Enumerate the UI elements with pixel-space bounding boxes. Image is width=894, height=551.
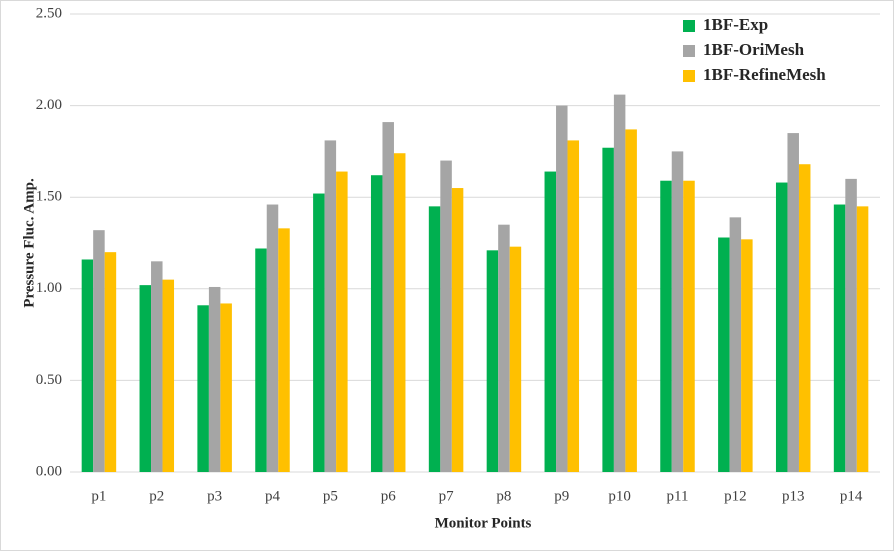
bar bbox=[370, 175, 383, 472]
bar bbox=[104, 252, 117, 472]
x-tick-label: p12 bbox=[724, 488, 747, 504]
bar bbox=[718, 237, 730, 472]
bar bbox=[509, 246, 522, 472]
bar bbox=[729, 217, 742, 472]
bar bbox=[208, 286, 221, 472]
x-tick-label: p14 bbox=[840, 488, 863, 504]
bar bbox=[266, 204, 279, 472]
bar bbox=[81, 259, 94, 472]
y-axis-title: Pressure Fluc. Amp. bbox=[21, 178, 37, 308]
x-tick-label: p3 bbox=[207, 488, 222, 504]
bar bbox=[151, 261, 163, 472]
bar bbox=[197, 305, 209, 472]
bar bbox=[382, 122, 394, 472]
bar bbox=[671, 151, 684, 472]
bar bbox=[845, 178, 857, 472]
bar bbox=[660, 180, 672, 472]
bar bbox=[255, 248, 267, 472]
legend-swatch bbox=[683, 70, 695, 82]
bar bbox=[162, 279, 175, 472]
bar bbox=[602, 147, 614, 472]
x-tick-label: p1 bbox=[91, 488, 106, 504]
bar bbox=[278, 228, 290, 472]
x-tick-label: p9 bbox=[554, 488, 569, 504]
bar bbox=[544, 171, 557, 472]
bar bbox=[798, 164, 811, 472]
legend-label: 1BF-RefineMesh bbox=[703, 65, 826, 84]
y-tick-label: 2.50 bbox=[36, 5, 62, 21]
y-tick-label: 1.50 bbox=[36, 189, 62, 205]
bar bbox=[451, 188, 464, 473]
x-tick-label: p7 bbox=[439, 488, 455, 504]
x-axis-title: Monitor Points bbox=[435, 515, 532, 531]
x-tick-label: p10 bbox=[608, 488, 631, 504]
legend-label: 1BF-Exp bbox=[703, 15, 768, 34]
bar bbox=[93, 230, 105, 472]
bar bbox=[220, 303, 232, 472]
bar bbox=[498, 224, 510, 472]
x-tick-label: p5 bbox=[323, 488, 338, 504]
x-tick-label: p11 bbox=[667, 488, 689, 504]
y-tick-label: 2.00 bbox=[36, 97, 62, 113]
bar bbox=[787, 133, 799, 472]
x-tick-label: p2 bbox=[149, 488, 164, 504]
bar bbox=[856, 206, 869, 473]
legend-swatch bbox=[683, 45, 695, 57]
bar bbox=[567, 140, 580, 472]
bar bbox=[139, 285, 152, 472]
y-tick-label: 0.00 bbox=[36, 463, 62, 479]
bar bbox=[486, 250, 499, 472]
bar bbox=[556, 105, 568, 472]
x-tick-label: p6 bbox=[381, 488, 397, 504]
bar bbox=[324, 140, 337, 472]
bar bbox=[313, 193, 325, 472]
bar bbox=[428, 206, 441, 473]
bar bbox=[833, 204, 846, 472]
y-tick-label: 1.00 bbox=[36, 280, 62, 296]
x-tick-label: p8 bbox=[496, 488, 511, 504]
bar bbox=[741, 239, 753, 472]
legend-swatch bbox=[683, 20, 695, 32]
x-tick-label: p13 bbox=[782, 488, 805, 504]
bar bbox=[393, 153, 406, 472]
bar bbox=[440, 160, 452, 472]
y-tick-label: 0.50 bbox=[36, 372, 62, 388]
bar bbox=[625, 129, 637, 472]
bar bbox=[683, 180, 695, 472]
bar bbox=[775, 182, 788, 472]
bar bbox=[613, 94, 626, 472]
x-tick-label: p4 bbox=[265, 488, 281, 504]
bar bbox=[336, 171, 348, 472]
legend-label: 1BF-OriMesh bbox=[703, 40, 805, 59]
